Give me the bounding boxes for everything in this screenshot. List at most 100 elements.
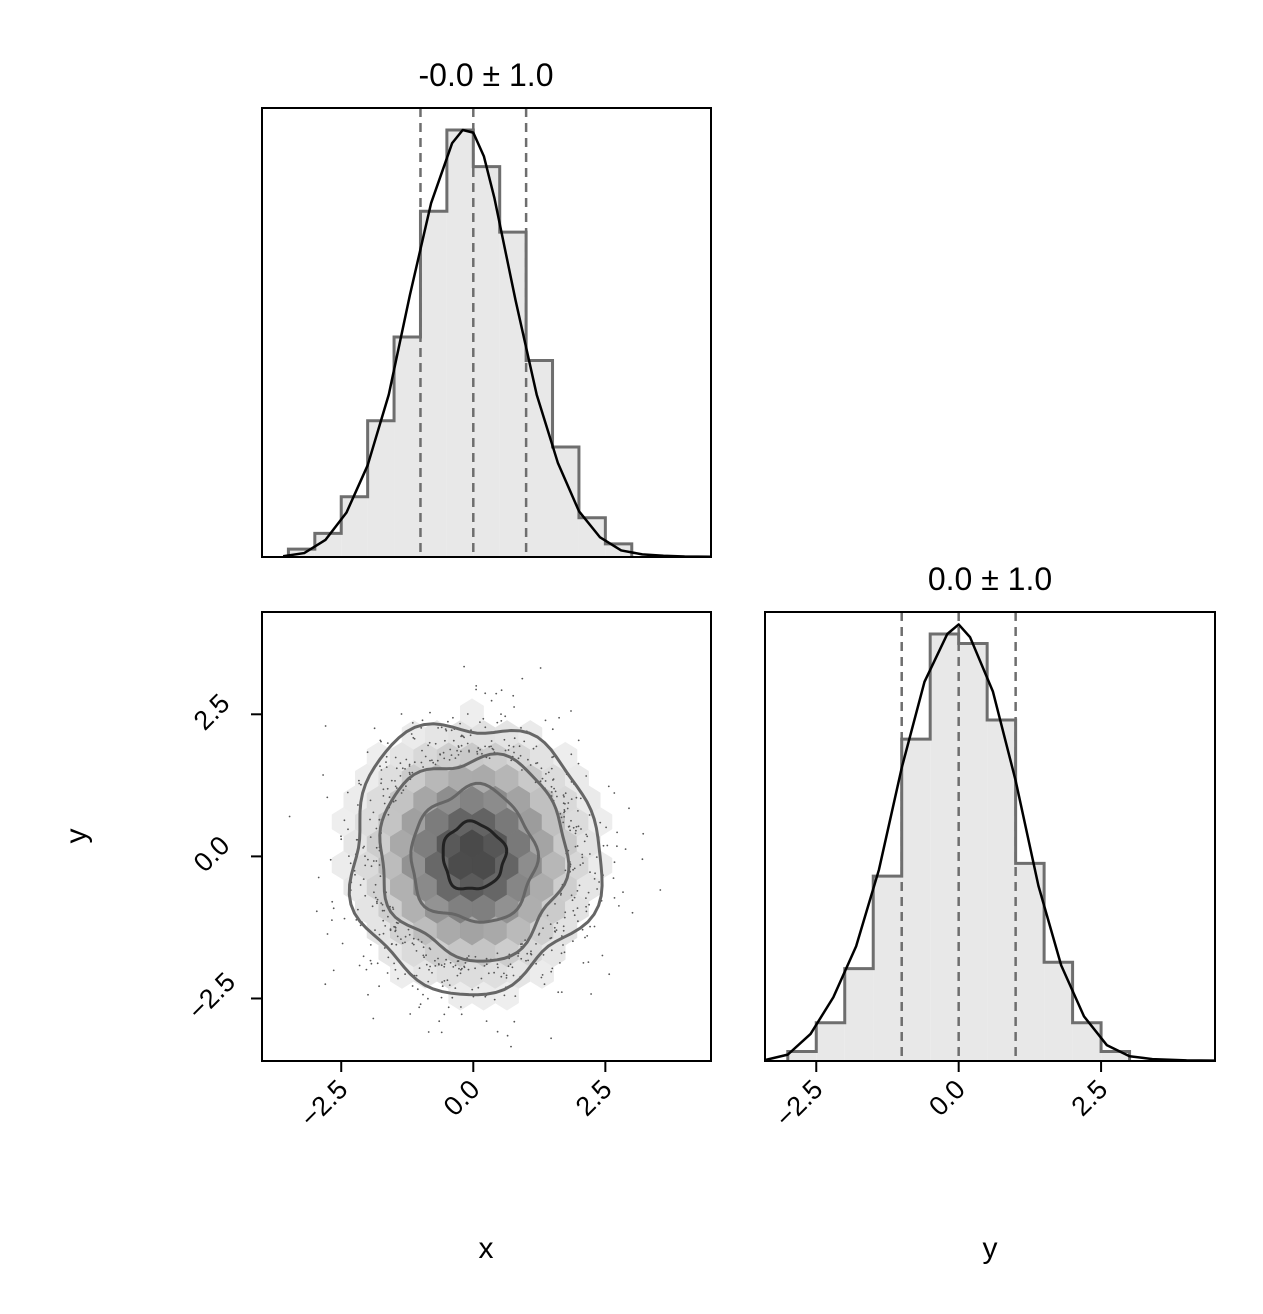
scatter-point (373, 727, 376, 730)
scatter-point (383, 909, 386, 912)
scatter-point (524, 939, 526, 941)
contour-line-3 (347, 722, 604, 997)
scatter-point (429, 759, 431, 762)
scatter-point (460, 1013, 463, 1016)
scatter-point (518, 745, 521, 748)
scatter-point (450, 754, 453, 756)
scatter-point (379, 739, 382, 742)
scatter-point (364, 864, 367, 867)
hist-y-kde-curve (765, 623, 1215, 1061)
scatter-point (535, 962, 537, 965)
scatter-point (562, 925, 565, 928)
scatter-point (467, 968, 470, 971)
scatter-point (329, 858, 332, 861)
scatter-point (541, 974, 544, 976)
scatter-point (503, 738, 506, 741)
scatter-point (379, 765, 381, 768)
scatter-point (326, 796, 329, 799)
scatter-point (527, 959, 529, 962)
scatter-point (562, 794, 565, 796)
scatter-point (569, 829, 571, 832)
scatter-point (355, 919, 358, 921)
scatter-point (380, 769, 383, 771)
scatter-point (354, 873, 356, 876)
joint-x-tick-label: −2.5 (295, 1074, 354, 1133)
scatter-point (409, 773, 411, 776)
scatter-point (583, 840, 586, 843)
scatter-point (659, 889, 662, 891)
scatter-point (399, 775, 402, 777)
scatter-point (562, 944, 564, 946)
scatter-point (383, 947, 386, 949)
scatter-point (547, 771, 550, 774)
hist-y-bar (1101, 1051, 1130, 1061)
scatter-point (550, 1037, 552, 1040)
hist-y-bar (901, 739, 931, 1061)
scatter-point (464, 962, 467, 964)
scatter-point (503, 972, 505, 975)
hist-x-bar (367, 420, 395, 557)
scatter-point (560, 952, 563, 955)
joint-y-tick-label: 0.0 (188, 830, 236, 878)
scatter-point (613, 861, 616, 864)
scatter-point (540, 976, 543, 979)
scatter-point (422, 946, 425, 949)
scatter-point (440, 964, 443, 967)
scatter-point (376, 902, 378, 905)
scatter-point (520, 943, 522, 946)
scatter-point (593, 925, 596, 928)
scatter-point (530, 950, 532, 953)
scatter-point (485, 963, 488, 966)
scatter-point (404, 973, 406, 975)
scatter-point (596, 888, 598, 890)
hist-y-bar (1072, 1022, 1102, 1061)
scatter-point (469, 734, 472, 737)
scatter-point (520, 727, 522, 729)
scatter-point (399, 762, 402, 765)
scatter-point (347, 828, 349, 831)
scatter-point (463, 965, 465, 968)
scatter-point (378, 818, 381, 821)
scatter-point (535, 762, 537, 765)
scatter-point (400, 792, 403, 794)
scatter-point (573, 867, 576, 870)
scatter-point (341, 942, 344, 945)
scatter-point (577, 762, 580, 765)
scatter-point (616, 845, 618, 848)
scatter-point (563, 951, 566, 954)
scatter-point (411, 985, 414, 987)
scatter-point (463, 736, 465, 739)
scatter-point (605, 826, 607, 829)
scatter-point (607, 785, 610, 788)
hist-x-bar (314, 533, 342, 557)
joint-x-tick-label: 2.5 (570, 1074, 618, 1122)
scatter-point (454, 964, 457, 967)
histogram-x-frame (261, 107, 712, 558)
scatter-point (496, 721, 499, 724)
scatter-point (378, 864, 381, 866)
scatter-point (446, 979, 449, 982)
scatter-point (386, 972, 389, 974)
scatter-point (288, 815, 291, 818)
scatter-point (564, 792, 567, 795)
scatter-point (395, 921, 398, 924)
scatter-point (427, 980, 430, 983)
scatter-point (431, 971, 433, 974)
scatter-point (434, 959, 436, 962)
scatter-point (332, 969, 335, 972)
scatter-point (408, 771, 411, 774)
scatter-point (572, 909, 575, 912)
scatter-point (439, 753, 441, 755)
contour-line-1 (409, 781, 541, 924)
scatter-point (440, 1031, 443, 1034)
scatter-point (575, 829, 577, 832)
scatter-point (550, 785, 553, 788)
scatter-point (552, 755, 555, 758)
scatter-point (390, 779, 393, 782)
scatter-point (519, 754, 522, 757)
scatter-point (504, 715, 507, 718)
scatter-point (372, 860, 375, 862)
scatter-point (440, 726, 443, 729)
scatter-point (383, 802, 386, 805)
scatter-point (608, 973, 611, 976)
